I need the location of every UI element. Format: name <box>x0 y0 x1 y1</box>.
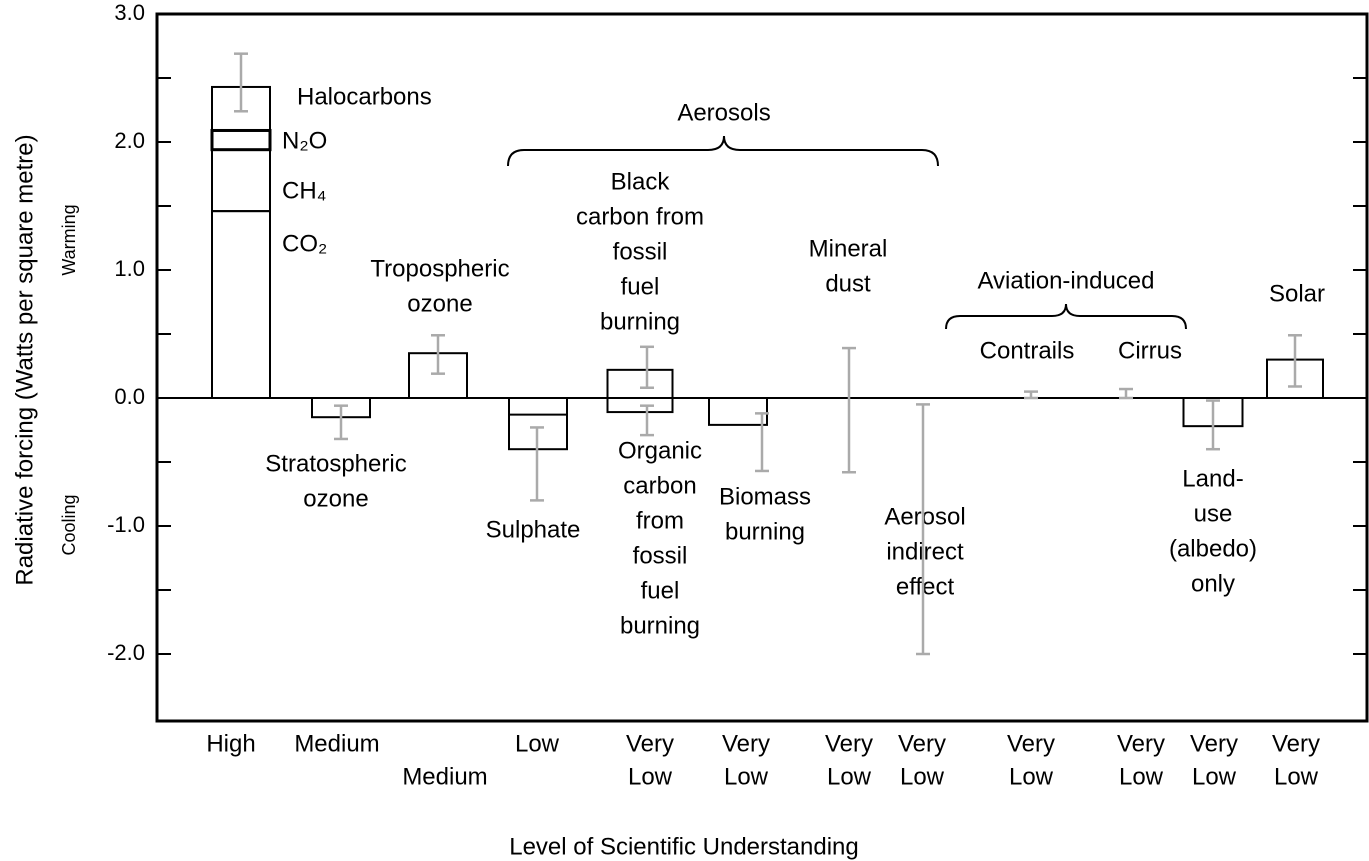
forcing-label: burning <box>620 612 700 639</box>
forcing-label: Contrails <box>980 337 1075 364</box>
understanding-label: Very <box>1117 730 1165 757</box>
segment-label: N₂O <box>282 127 327 154</box>
understanding-label: Medium <box>402 763 487 790</box>
forcing-label: indirect <box>886 538 964 565</box>
forcing-label: Land- <box>1182 465 1243 492</box>
forcing-label: Tropospheric <box>370 255 509 282</box>
understanding-label: Low <box>724 763 769 790</box>
plot-frame <box>155 12 1369 723</box>
forcing-label: Stratospheric <box>265 450 406 477</box>
forcing-label: ozone <box>407 290 472 317</box>
segment-label: Halocarbons <box>297 83 432 110</box>
forcing-label: use <box>1194 500 1233 527</box>
forcing-label: burning <box>725 518 805 545</box>
forcing-label: Biomass <box>719 483 811 510</box>
y-tick-label: -2.0 <box>107 640 145 665</box>
forcing-label: carbon <box>623 472 696 499</box>
y-tick-label: -1.0 <box>107 512 145 537</box>
forcing-label: from <box>636 507 684 534</box>
segment-label: CH₄ <box>282 177 326 204</box>
forcing-label: Aerosol <box>884 503 965 530</box>
forcing-label: Cirrus <box>1118 337 1182 364</box>
forcing-label: Organic <box>618 437 702 464</box>
forcing-label: Mineral <box>809 235 888 262</box>
understanding-label: Very <box>1272 730 1320 757</box>
y-tick-label: 1.0 <box>114 256 145 281</box>
bar-segment <box>211 148 271 213</box>
forcing-label: Sulphate <box>486 516 581 543</box>
forcing-label: (albedo) <box>1169 535 1257 562</box>
forcing-label: effect <box>896 573 955 600</box>
forcing-label: fuel <box>641 577 680 604</box>
x-axis-title: Level of Scientific Understanding <box>509 833 859 860</box>
understanding-label: Low <box>827 763 872 790</box>
group-label: Aviation-induced <box>977 267 1154 294</box>
understanding-label: Very <box>1190 730 1238 757</box>
understanding-label: Very <box>722 730 770 757</box>
segment-label: CO₂ <box>282 230 327 257</box>
forcing-label: dust <box>825 270 871 297</box>
aerosols-brace <box>507 135 939 167</box>
y-tick-label: 2.0 <box>114 128 145 153</box>
understanding-label: Very <box>825 730 873 757</box>
forcing-label: Solar <box>1269 280 1325 307</box>
forcing-label: ozone <box>303 485 368 512</box>
understanding-label: High <box>206 730 255 757</box>
understanding-label: Low <box>1192 763 1237 790</box>
understanding-label: Very <box>1007 730 1055 757</box>
group-label: Aerosols <box>677 99 770 126</box>
bar-segment <box>211 210 271 399</box>
y-tick-label: 0.0 <box>114 384 145 409</box>
bar <box>606 368 674 399</box>
forcing-label: fossil <box>613 238 668 265</box>
bar <box>606 397 674 414</box>
warming-label: Warming <box>59 204 79 275</box>
aviation-brace <box>945 303 1187 330</box>
forcing-label: Black <box>611 168 671 195</box>
bar <box>708 397 768 426</box>
understanding-label: Low <box>1119 763 1164 790</box>
bar-segment <box>210 128 272 152</box>
forcing-label: fossil <box>633 542 688 569</box>
understanding-label: Very <box>898 730 946 757</box>
cooling-label: Cooling <box>59 494 79 555</box>
forcing-label: burning <box>600 308 680 335</box>
forcing-label: fuel <box>621 273 660 300</box>
understanding-label: Low <box>1274 763 1319 790</box>
understanding-label: Low <box>515 730 560 757</box>
forcing-label: carbon from <box>576 203 704 230</box>
forcing-label: only <box>1191 570 1235 597</box>
understanding-label: Low <box>900 763 945 790</box>
understanding-label: Low <box>628 763 673 790</box>
y-axis-title: Radiative forcing (Watts per square metr… <box>11 134 38 585</box>
understanding-label: Very <box>626 730 674 757</box>
understanding-label: Medium <box>294 730 379 757</box>
understanding-label: Low <box>1009 763 1054 790</box>
y-tick-label: 3.0 <box>114 0 145 25</box>
